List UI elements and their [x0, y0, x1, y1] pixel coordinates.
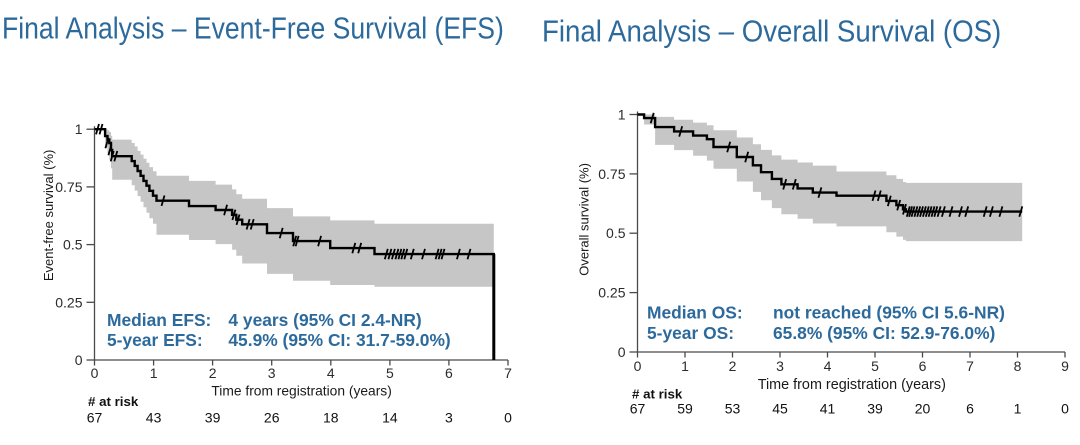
svg-text:7: 7 — [966, 358, 974, 374]
svg-text:Overall survival (%): Overall survival (%) — [577, 163, 592, 276]
svg-text:26: 26 — [264, 410, 280, 426]
svg-text:# at risk: # at risk — [88, 394, 139, 409]
svg-text:4 years (95% CI 2.4-NR): 4 years (95% CI 2.4-NR) — [228, 310, 421, 330]
svg-text:0.5: 0.5 — [63, 237, 83, 253]
svg-text:39: 39 — [867, 401, 883, 417]
svg-text:0.25: 0.25 — [55, 294, 82, 310]
svg-text:39: 39 — [205, 410, 221, 426]
svg-text:1: 1 — [618, 107, 626, 123]
svg-text:Median OS:: Median OS: — [647, 303, 743, 323]
svg-text:20: 20 — [915, 401, 931, 417]
svg-text:0: 0 — [618, 344, 626, 360]
svg-text:Final Analysis – Event-Free Su: Final Analysis – Event-Free Survival (EF… — [2, 12, 504, 46]
svg-text:2: 2 — [729, 358, 737, 374]
svg-text:Final Analysis – Overall Survi: Final Analysis – Overall Survival (OS) — [542, 14, 1001, 49]
svg-text:5-year OS:: 5-year OS: — [647, 323, 734, 343]
svg-text:18: 18 — [323, 410, 339, 426]
svg-text:0.25: 0.25 — [598, 285, 625, 301]
svg-text:Event-free survival (%): Event-free survival (%) — [41, 150, 56, 281]
svg-text:6: 6 — [966, 401, 974, 417]
svg-text:Time from registration (years): Time from registration (years) — [758, 377, 946, 393]
svg-text:0: 0 — [634, 358, 642, 374]
svg-text:0.75: 0.75 — [55, 179, 82, 195]
svg-text:1: 1 — [681, 358, 689, 374]
svg-text:1: 1 — [150, 365, 158, 381]
svg-text:67: 67 — [87, 410, 103, 426]
svg-text:3: 3 — [776, 358, 784, 374]
svg-text:0.75: 0.75 — [598, 166, 625, 182]
svg-text:53: 53 — [725, 401, 741, 417]
svg-text:Time from registration (years): Time from registration (years) — [211, 384, 391, 399]
svg-text:14: 14 — [382, 410, 398, 426]
svg-text:59: 59 — [677, 401, 693, 417]
svg-text:45.9% (95% CI: 31.7-59.0%): 45.9% (95% CI: 31.7-59.0%) — [228, 330, 450, 350]
svg-text:8: 8 — [1014, 358, 1022, 374]
svg-text:Median EFS:: Median EFS: — [107, 310, 211, 330]
svg-text:4: 4 — [327, 365, 335, 381]
svg-text:4: 4 — [824, 358, 832, 374]
svg-text:7: 7 — [504, 365, 512, 381]
svg-text:65.8% (95% CI: 52.9-76.0%): 65.8% (95% CI: 52.9-76.0%) — [773, 323, 995, 343]
svg-text:0: 0 — [504, 410, 512, 426]
svg-text:41: 41 — [820, 401, 836, 417]
svg-text:# at risk: # at risk — [632, 387, 683, 402]
svg-text:43: 43 — [146, 410, 162, 426]
svg-text:67: 67 — [630, 401, 646, 417]
svg-text:3: 3 — [445, 410, 453, 426]
svg-text:not reached (95% CI 5.6-NR): not reached (95% CI 5.6-NR) — [773, 303, 1005, 323]
svg-text:1: 1 — [1014, 401, 1022, 417]
svg-text:5: 5 — [871, 358, 879, 374]
svg-text:45: 45 — [772, 401, 788, 417]
svg-text:0: 0 — [75, 352, 83, 368]
svg-text:9: 9 — [1061, 358, 1069, 374]
svg-text:5-year EFS:: 5-year EFS: — [107, 330, 203, 350]
svg-text:3: 3 — [268, 365, 276, 381]
svg-text:0: 0 — [91, 365, 99, 381]
svg-text:6: 6 — [919, 358, 927, 374]
svg-text:2: 2 — [209, 365, 217, 381]
svg-text:0: 0 — [1061, 401, 1069, 417]
svg-text:6: 6 — [445, 365, 453, 381]
svg-text:0.5: 0.5 — [606, 225, 626, 241]
svg-text:5: 5 — [386, 365, 394, 381]
svg-text:1: 1 — [75, 121, 83, 137]
